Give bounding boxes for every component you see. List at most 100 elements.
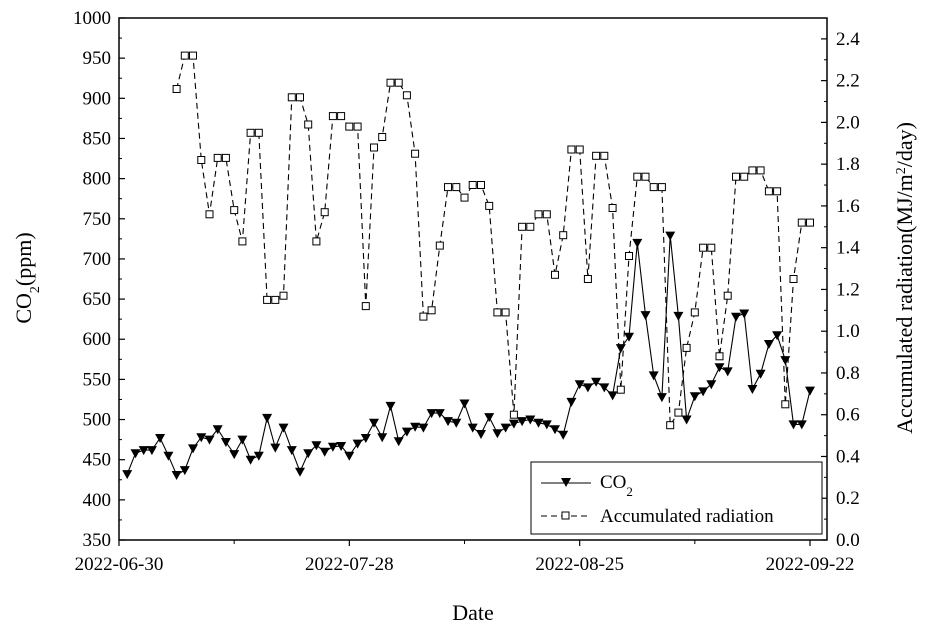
radiation-point: [608, 204, 617, 212]
co2-point: [772, 331, 783, 341]
y-right-tick-label: 2.4: [836, 29, 860, 50]
co2-point: [500, 423, 511, 433]
co2-point: [665, 231, 676, 241]
co2-point: [492, 429, 503, 439]
axes-layer: 350 400 450 500 550 600 650 700 750 800 850 900 950 1…: [73, 8, 860, 575]
radiation-point: [271, 295, 280, 304]
x-axis-title: Date: [452, 600, 494, 625]
y-right-tick-label: 0.8: [836, 363, 860, 384]
y-right-tick-label: 1.0: [836, 321, 860, 342]
co2-point: [632, 238, 643, 248]
co2-point: [188, 444, 198, 454]
co2-point: [401, 427, 412, 437]
y-left-tick-label: 900: [83, 88, 112, 109]
co2-point: [607, 391, 618, 401]
y-axis-right-title: Accumulated radiation(MJ/m2/day): [892, 122, 917, 434]
radiation-point: [542, 210, 551, 219]
radiation-point: [674, 408, 683, 417]
co2-point: [360, 434, 371, 443]
co2-point: [566, 397, 577, 407]
y-right-tick-label: 0.4: [836, 446, 860, 467]
radiation-point: [172, 85, 181, 93]
radiation-point: [789, 275, 798, 283]
radiation-point: [394, 78, 403, 87]
co2-point: [739, 309, 750, 319]
radiation-point: [806, 218, 814, 227]
y-left-tick-label: 750: [83, 209, 112, 230]
co2-point: [714, 363, 725, 373]
co2-point: [122, 470, 133, 480]
radiation-point: [657, 183, 666, 192]
co2-point: [262, 413, 273, 423]
co2-point: [204, 435, 215, 445]
radiation-point: [699, 243, 708, 252]
y-left-tick-label: 950: [83, 48, 112, 69]
co2-point: [533, 418, 544, 428]
y-axis-left-title: CO2(ppm): [11, 232, 43, 323]
radiation-point: [781, 400, 790, 409]
radiation-point: [328, 112, 337, 121]
co2-point: [196, 433, 207, 443]
y-left-tick-label: 350: [83, 530, 112, 551]
radiation-point: [567, 145, 576, 154]
co2-series: [122, 231, 815, 480]
co2-point: [648, 371, 659, 381]
radiation-point: [402, 91, 411, 100]
radiation-point: [370, 143, 378, 152]
co2-point: [336, 442, 347, 451]
co2-point: [599, 383, 610, 393]
x-tick-label: 2022-08-25: [535, 554, 624, 575]
co2-point: [459, 399, 470, 409]
co2-point: [508, 419, 519, 429]
y-left-tick-label: 550: [83, 369, 112, 390]
y-right-tick-label: 0.2: [836, 488, 860, 509]
legend-co2-label: CO2: [600, 472, 633, 499]
co2-point: [369, 418, 379, 428]
co2-point: [410, 422, 421, 432]
co2-point: [155, 434, 166, 443]
co2-point: [689, 392, 700, 402]
radiation-point: [246, 128, 255, 137]
radiation-point: [773, 187, 782, 196]
radiation-point: [386, 78, 395, 87]
radiation-point: [427, 306, 436, 315]
radiation-point: [411, 149, 420, 158]
co2-point: [656, 393, 667, 403]
co2-point: [731, 312, 741, 322]
radiation-point: [287, 93, 296, 102]
co2-point: [286, 446, 297, 456]
y-right-tick-label: 2.0: [836, 112, 860, 133]
radiation-point: [559, 231, 568, 240]
radiation-point: [221, 153, 230, 162]
co2-point: [303, 449, 314, 459]
co2-point: [229, 450, 240, 460]
radiation-point: [723, 291, 732, 300]
co2-point: [385, 401, 396, 411]
co2-point: [327, 442, 338, 452]
legend-box: [530, 461, 823, 535]
legend-radiation-marker: [561, 511, 570, 520]
co2-point: [451, 418, 462, 428]
co2-point: [640, 311, 651, 321]
radiation-point: [526, 222, 535, 231]
radiation-point: [468, 181, 477, 189]
co2-point: [146, 446, 157, 456]
co2-point: [319, 447, 330, 457]
y-right-tick-label: 2.2: [836, 71, 860, 92]
radiation-point: [419, 312, 428, 321]
co2-point: [755, 369, 766, 379]
radiation-point: [633, 172, 642, 181]
y-left-tick-label: 450: [83, 450, 112, 471]
radiation-point: [616, 385, 625, 394]
radiation-point: [682, 343, 691, 352]
co2-point: [434, 409, 445, 419]
radiation-point: [238, 237, 247, 246]
radiation-point: [797, 218, 806, 227]
radiation-point: [378, 133, 387, 141]
radiation-point: [304, 120, 313, 129]
radiation-point: [740, 172, 749, 181]
legend: CO2 Accumulated radiation: [530, 461, 823, 535]
radiation-point: [353, 122, 362, 131]
co2-point: [138, 446, 149, 456]
radiation-point: [756, 166, 765, 175]
